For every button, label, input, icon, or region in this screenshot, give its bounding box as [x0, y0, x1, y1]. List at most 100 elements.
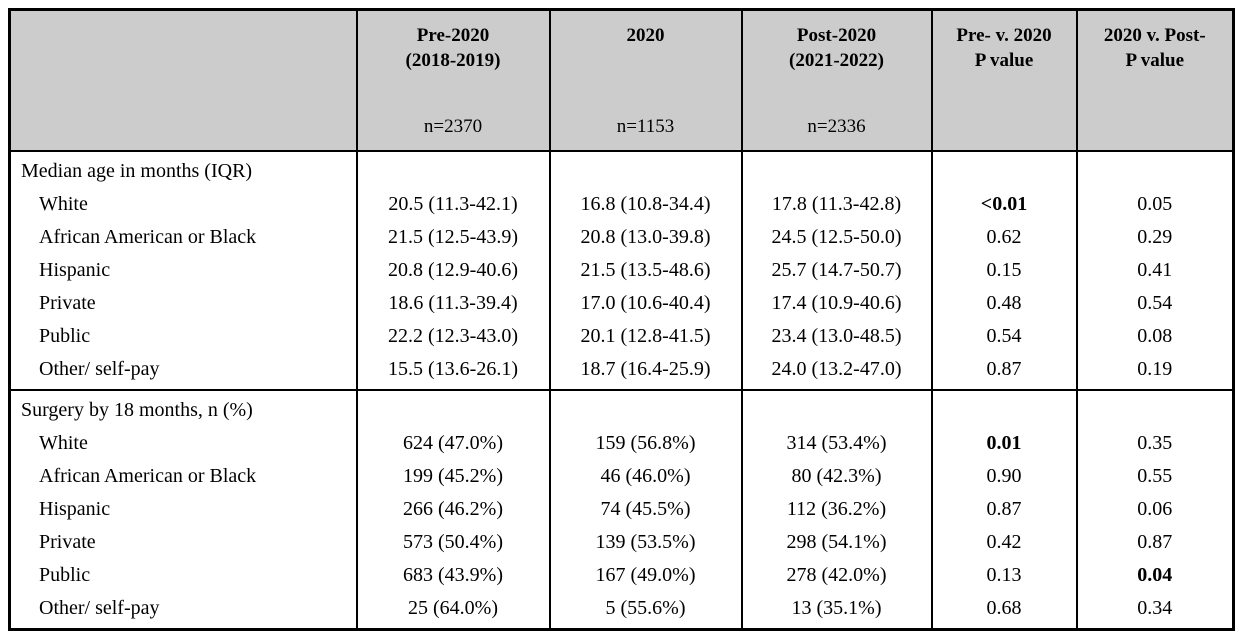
column-n-count — [933, 138, 1076, 150]
post2020-value-cell: 298 (54.1%) — [740, 526, 932, 559]
year2020-value-cell: 5 (55.6%) — [548, 592, 742, 630]
year2020-value-cell: 20.1 (12.8-41.5) — [548, 320, 742, 353]
pre-v-2020-pvalue-cell: 0.87 — [930, 493, 1077, 526]
2020-v-post-pvalue-cell: 0.05 — [1075, 188, 1234, 221]
row-label-cell: Public — [39, 564, 91, 586]
2020-v-post-pvalue-cell: 0.55 — [1075, 460, 1234, 493]
empty-cell — [930, 151, 1077, 188]
empty-cell — [930, 390, 1077, 427]
column-header-2020: 2020 n=1153 — [548, 9, 742, 152]
year2020-value-cell: 18.7 (16.4-25.9) — [548, 353, 742, 390]
year2020-value-cell: 167 (49.0%) — [548, 559, 742, 592]
pre2020-value-cell: 683 (43.9%) — [355, 559, 550, 592]
section-label-row: Median age in months (IQR) — [10, 151, 1234, 188]
empty-cell — [355, 390, 550, 427]
empty-cell — [548, 390, 742, 427]
section-surgery-18-months: Surgery by 18 months, n (%) White 624 (47.… — [9, 390, 1234, 630]
row-label-cell: Public — [39, 325, 91, 347]
2020-v-post-pvalue-cell: 0.04 — [1075, 559, 1234, 592]
table-row: African American or Black 199 (45.2%) 46 (… — [10, 460, 1234, 493]
2020-v-post-pvalue-cell: 0.29 — [1075, 221, 1234, 254]
year2020-value-cell: 21.5 (13.5-48.6) — [548, 254, 742, 287]
year2020-value-cell: 20.8 (13.0-39.8) — [548, 221, 742, 254]
row-label-cell: Private — [39, 292, 96, 314]
column-header-pre-v-2020-pvalue: Pre- v. 2020 P value — [930, 9, 1077, 152]
empty-cell — [740, 390, 932, 427]
post2020-value-cell: 80 (42.3%) — [740, 460, 932, 493]
section-median-age: Median age in months (IQR) White 20.5 (11.… — [9, 151, 1234, 390]
empty-cell — [548, 151, 742, 188]
post2020-value-cell: 17.8 (11.3-42.8) — [740, 188, 932, 221]
column-n-count: n=2336 — [807, 116, 866, 137]
year2020-value-cell: 159 (56.8%) — [548, 427, 742, 460]
table-header: Pre-2020 (2018-2019) n=2370 2020 n=1153 — [9, 9, 1234, 152]
table-row: Public 683 (43.9%) 167 (49.0%) 278 (42.0%) 0… — [10, 559, 1234, 592]
post2020-value-cell: 23.4 (13.0-48.5) — [740, 320, 932, 353]
pre-v-2020-pvalue-cell: 0.15 — [930, 254, 1077, 287]
pre2020-value-cell: 266 (46.2%) — [355, 493, 550, 526]
pre2020-value-cell: 20.5 (11.3-42.1) — [355, 188, 550, 221]
empty-cell — [740, 151, 932, 188]
2020-v-post-pvalue-cell: 0.08 — [1075, 320, 1234, 353]
post2020-value-cell: 24.0 (13.2-47.0) — [740, 353, 932, 390]
pre-v-2020-pvalue-cell: 0.87 — [930, 353, 1077, 390]
section-label-cell: Median age in months (IQR) — [21, 160, 253, 182]
pre-v-2020-pvalue-cell: 0.62 — [930, 221, 1077, 254]
year2020-value-cell: 139 (53.5%) — [548, 526, 742, 559]
table-row: Public 22.2 (12.3-43.0) 20.1 (12.8-41.5) 23… — [10, 320, 1234, 353]
pre2020-value-cell: 25 (64.0%) — [355, 592, 550, 630]
row-label-cell: Private — [39, 531, 96, 553]
pre-v-2020-pvalue-cell: 0.48 — [930, 287, 1077, 320]
header-corner-cell — [9, 9, 357, 152]
pre2020-value-cell: 15.5 (13.6-26.1) — [355, 353, 550, 390]
column-title: Pre-2020 (2018-2019) — [405, 25, 501, 71]
pre2020-value-cell: 22.2 (12.3-43.0) — [355, 320, 550, 353]
2020-v-post-pvalue-cell: 0.54 — [1075, 287, 1234, 320]
column-header-2020-v-post-pvalue: 2020 v. Post- P value — [1075, 9, 1234, 152]
pre-v-2020-pvalue-cell: 0.01 — [930, 427, 1077, 460]
pre2020-value-cell: 199 (45.2%) — [355, 460, 550, 493]
pre2020-value-cell: 573 (50.4%) — [355, 526, 550, 559]
column-header-post2020: Post-2020 (2021-2022) n=2336 — [740, 9, 932, 152]
column-title: Post-2020 (2021-2022) — [789, 25, 884, 71]
year2020-value-cell: 46 (46.0%) — [548, 460, 742, 493]
pre-v-2020-pvalue-cell: <0.01 — [930, 188, 1077, 221]
2020-v-post-pvalue-cell: 0.34 — [1075, 592, 1234, 630]
year2020-value-cell: 17.0 (10.6-40.4) — [548, 287, 742, 320]
section-label-cell: Surgery by 18 months, n (%) — [21, 399, 253, 421]
table-row: Private 18.6 (11.3-39.4) 17.0 (10.6-40.4) 1… — [10, 287, 1234, 320]
section-label-row: Surgery by 18 months, n (%) — [10, 390, 1234, 427]
2020-v-post-pvalue-cell: 0.87 — [1075, 526, 1234, 559]
empty-cell — [355, 151, 550, 188]
pre2020-value-cell: 18.6 (11.3-39.4) — [355, 287, 550, 320]
row-label-cell: Hispanic — [39, 498, 111, 520]
year2020-value-cell: 16.8 (10.8-34.4) — [548, 188, 742, 221]
table-row: Hispanic 266 (46.2%) 74 (45.5%) 112 (36.2%)… — [10, 493, 1234, 526]
empty-cell — [1075, 151, 1234, 188]
pre-v-2020-pvalue-cell: 0.13 — [930, 559, 1077, 592]
post2020-value-cell: 24.5 (12.5-50.0) — [740, 221, 932, 254]
header-row: Pre-2020 (2018-2019) n=2370 2020 n=1153 — [9, 9, 1234, 152]
2020-v-post-pvalue-cell: 0.41 — [1075, 254, 1234, 287]
pre2020-value-cell: 624 (47.0%) — [355, 427, 550, 460]
column-header-pre2020: Pre-2020 (2018-2019) n=2370 — [355, 9, 550, 152]
table-row: Private 573 (50.4%) 139 (53.5%) 298 (54.1%)… — [10, 526, 1234, 559]
column-title: 2020 v. Post- P value — [1103, 25, 1206, 71]
post2020-value-cell: 25.7 (14.7-50.7) — [740, 254, 932, 287]
column-n-count — [1078, 138, 1233, 150]
column-title: 2020 — [626, 25, 665, 46]
row-label-cell: Hispanic — [39, 259, 111, 281]
empty-cell — [1075, 390, 1234, 427]
pre-v-2020-pvalue-cell: 0.54 — [930, 320, 1077, 353]
column-n-count: n=2370 — [423, 116, 483, 137]
post2020-value-cell: 314 (53.4%) — [740, 427, 932, 460]
post2020-value-cell: 13 (35.1%) — [740, 592, 932, 630]
cohort-comparison-table: Pre-2020 (2018-2019) n=2370 2020 n=1153 — [8, 8, 1235, 631]
2020-v-post-pvalue-cell: 0.35 — [1075, 427, 1234, 460]
row-label-cell: White — [39, 193, 88, 215]
table-row: Other/ self-pay 15.5 (13.6-26.1) 18.7 (16.… — [10, 353, 1234, 390]
column-n-count: n=1153 — [616, 116, 675, 137]
2020-v-post-pvalue-cell: 0.06 — [1075, 493, 1234, 526]
table-row: White 20.5 (11.3-42.1) 16.8 (10.8-34.4) 17.… — [10, 188, 1234, 221]
column-title: Pre- v. 2020 P value — [956, 25, 1052, 71]
